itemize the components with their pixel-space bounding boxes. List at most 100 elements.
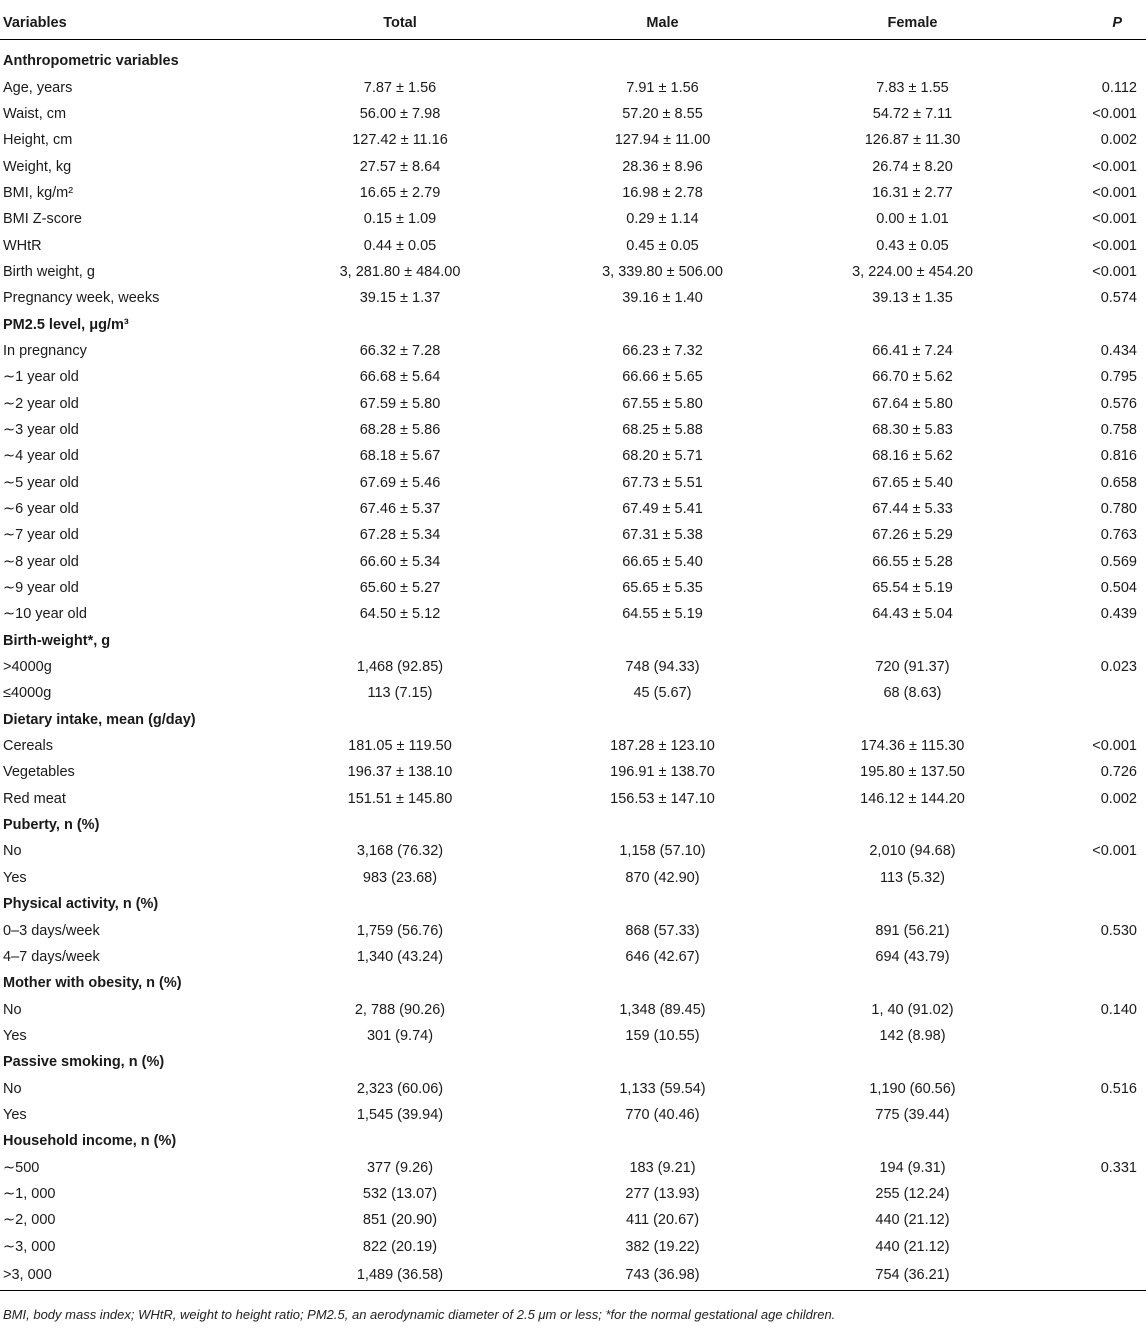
female-cell: 64.43 ± 5.04 bbox=[872, 606, 953, 623]
table-row: ∼6 year old 67.46 ± 5.37 67.49 ± 5.41 67.44… bbox=[0, 496, 1146, 522]
male-cell: 277 (13.93) bbox=[625, 1185, 700, 1202]
p-value-cell: 0.516 bbox=[1100, 1080, 1137, 1097]
male-cell: 45 (5.67) bbox=[633, 685, 692, 702]
total-cell: 56.00 ± 7.98 bbox=[359, 105, 441, 122]
female-cell: 440 (21.12) bbox=[875, 1212, 950, 1229]
female-cell: 26.74 ± 8.20 bbox=[872, 158, 953, 175]
male-cell: 66.66 ± 5.65 bbox=[622, 369, 703, 386]
p-value-cell: 0.576 bbox=[1100, 395, 1137, 412]
p-value-cell: 0.140 bbox=[1100, 1001, 1137, 1018]
variable-cell: WHtR bbox=[3, 237, 42, 254]
total-cell: 1,468 (92.85) bbox=[356, 659, 444, 676]
male-cell: 67.31 ± 5.38 bbox=[622, 527, 703, 544]
female-cell: 68 (8.63) bbox=[883, 685, 942, 702]
total-cell: 67.28 ± 5.34 bbox=[359, 527, 441, 544]
female-cell: 146.12 ± 144.20 bbox=[860, 790, 965, 807]
female-cell: 66.70 ± 5.62 bbox=[872, 369, 953, 386]
female-cell: 67.44 ± 5.33 bbox=[872, 501, 953, 518]
male-cell: 67.49 ± 5.41 bbox=[622, 501, 703, 518]
total-cell: 67.46 ± 5.37 bbox=[359, 501, 441, 518]
p-value-cell: 0.726 bbox=[1100, 764, 1137, 781]
p-value-cell bbox=[1035, 1181, 1146, 1207]
p-value-cell: 0.504 bbox=[1100, 580, 1137, 597]
female-cell: 2,010 (94.68) bbox=[869, 843, 956, 860]
variable-cell: >3, 000 bbox=[0, 1259, 265, 1291]
total-cell: 64.50 ± 5.12 bbox=[359, 606, 441, 623]
total-cell: 1,759 (56.76) bbox=[356, 922, 444, 939]
table-row: ∼3, 000 822 (20.19) 382 (19.22) 440 (21.12) bbox=[0, 1233, 1146, 1259]
male-cell: 16.98 ± 2.78 bbox=[622, 184, 703, 201]
table-row: Birth weight, g 3, 281.80 ± 484.00 3, 339.… bbox=[0, 259, 1146, 285]
p-value-cell: 0.758 bbox=[1100, 421, 1137, 438]
female-cell: 440 (21.12) bbox=[875, 1238, 950, 1255]
p-value-cell bbox=[1035, 1207, 1146, 1233]
p-value-cell: 0.002 bbox=[1100, 790, 1137, 807]
section-heading: Puberty, n (%) bbox=[3, 817, 100, 834]
male-cell: 67.73 ± 5.51 bbox=[622, 474, 703, 491]
header-total: Total bbox=[265, 6, 535, 40]
male-cell: 67.55 ± 5.80 bbox=[622, 395, 703, 412]
table-row: 4–7 days/week 1,340 (43.24) 646 (42.67) 694… bbox=[0, 944, 1146, 970]
variable-cell: ∼5 year old bbox=[3, 474, 79, 491]
table-row: ∼9 year old 65.60 ± 5.27 65.65 ± 5.35 65.54… bbox=[0, 575, 1146, 601]
male-cell: 646 (42.67) bbox=[625, 948, 700, 965]
female-cell: 195.80 ± 137.50 bbox=[860, 764, 965, 781]
total-cell: 39.15 ± 1.37 bbox=[359, 290, 441, 307]
total-cell: 67.69 ± 5.46 bbox=[359, 474, 441, 491]
total-cell: 532 (13.07) bbox=[362, 1185, 438, 1202]
table-row: Weight, kg 27.57 ± 8.64 28.36 ± 8.96 26.74 … bbox=[0, 153, 1146, 179]
p-value-cell: <0.001 bbox=[1092, 738, 1137, 755]
table-row: Yes 301 (9.74) 159 (10.55) 142 (8.98) bbox=[0, 1023, 1146, 1049]
p-value-cell: <0.001 bbox=[1092, 843, 1137, 860]
variable-cell: Age, years bbox=[3, 79, 73, 96]
variable-cell: ∼7 year old bbox=[3, 527, 79, 544]
total-cell: 983 (23.68) bbox=[362, 869, 438, 886]
section-row: Anthropometric variables bbox=[0, 40, 1146, 75]
variable-cell: ≤4000g bbox=[3, 685, 52, 702]
total-cell: 0.15 ± 1.09 bbox=[363, 211, 437, 228]
section-heading: PM2.5 level, μg/m³ bbox=[3, 316, 129, 333]
variable-cell: Vegetables bbox=[3, 764, 75, 781]
variable-cell: No bbox=[3, 843, 22, 860]
p-value-cell: 0.795 bbox=[1100, 369, 1137, 386]
table-row: ≤4000g 113 (7.15) 45 (5.67) 68 (8.63) bbox=[0, 680, 1146, 706]
total-cell: 2, 788 (90.26) bbox=[354, 1001, 446, 1018]
male-cell: 411 (20.67) bbox=[625, 1212, 700, 1229]
p-value-cell bbox=[1035, 865, 1146, 891]
total-cell: 66.32 ± 7.28 bbox=[359, 342, 441, 359]
male-cell: 770 (40.46) bbox=[625, 1106, 700, 1123]
characteristics-table: Variables Total Male Female P Anthropome… bbox=[0, 6, 1146, 1291]
table-row: BMI, kg/m² 16.65 ± 2.79 16.98 ± 2.78 16.31 … bbox=[0, 180, 1146, 206]
male-cell: 870 (42.90) bbox=[625, 869, 700, 886]
male-cell: 64.55 ± 5.19 bbox=[622, 606, 703, 623]
male-cell: 68.25 ± 5.88 bbox=[622, 421, 703, 438]
variable-cell: ∼8 year old bbox=[3, 553, 79, 570]
female-cell: 113 (5.32) bbox=[879, 869, 946, 886]
variable-cell: In pregnancy bbox=[3, 342, 87, 359]
female-cell: 142 (8.98) bbox=[879, 1027, 946, 1044]
section-heading: Dietary intake, mean (g/day) bbox=[3, 711, 196, 728]
male-cell: 68.20 ± 5.71 bbox=[622, 448, 703, 465]
total-cell: 65.60 ± 5.27 bbox=[359, 580, 441, 597]
variable-cell: Cereals bbox=[3, 738, 53, 755]
section-heading: Passive smoking, n (%) bbox=[3, 1054, 165, 1071]
female-cell: 1,190 (60.56) bbox=[869, 1080, 956, 1097]
section-row: Household income, n (%) bbox=[0, 1128, 1146, 1154]
variable-cell: ∼4 year old bbox=[3, 448, 79, 465]
variable-cell: BMI, kg/m² bbox=[3, 184, 74, 201]
table-row: Vegetables 196.37 ± 138.10 196.91 ± 138.70… bbox=[0, 759, 1146, 785]
table-row: >3, 000 1,489 (36.58) 743 (36.98) 754 (36.2… bbox=[0, 1259, 1146, 1291]
p-value-cell: 0.658 bbox=[1100, 474, 1137, 491]
male-cell: 187.28 ± 123.10 bbox=[610, 738, 715, 755]
table-row: No 2,323 (60.06) 1,133 (59.54) 1,190 (60.56… bbox=[0, 1075, 1146, 1101]
variable-cell: ∼9 year old bbox=[3, 580, 79, 597]
p-value-cell: <0.001 bbox=[1092, 211, 1137, 228]
table-row: ∼500 377 (9.26) 183 (9.21) 194 (9.31) 0.331 bbox=[0, 1154, 1146, 1180]
male-cell: 66.23 ± 7.32 bbox=[622, 342, 703, 359]
female-cell: 775 (39.44) bbox=[875, 1106, 950, 1123]
female-cell: 720 (91.37) bbox=[875, 659, 950, 676]
p-value-cell: 0.763 bbox=[1100, 527, 1137, 544]
section-heading: Anthropometric variables bbox=[3, 53, 179, 70]
p-value-cell: <0.001 bbox=[1092, 158, 1137, 175]
male-cell: 28.36 ± 8.96 bbox=[622, 158, 703, 175]
